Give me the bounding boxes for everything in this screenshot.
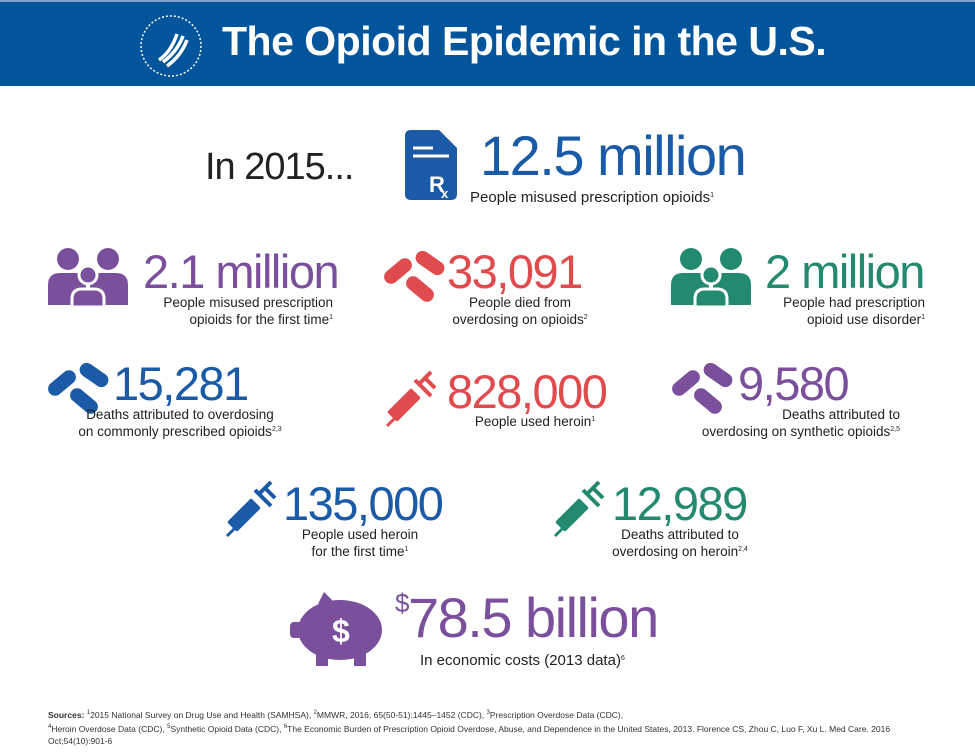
stat-label: Deaths attributed to overdosing on heroin… xyxy=(612,527,748,559)
stat-label: People died from overdosing on opioids2 xyxy=(452,295,588,327)
stat-value: 33,091 xyxy=(447,245,583,298)
header-banner: The Opioid Epidemic in the U.S. xyxy=(0,0,975,86)
stat-value: 9,580 xyxy=(738,357,850,410)
stat-label: People used heroin for the first time1 xyxy=(301,527,419,559)
stat-label: Deaths attributed to overdosing on common… xyxy=(78,407,282,439)
stat-value: 12,989 xyxy=(612,477,748,530)
intro-text: In 2015... xyxy=(205,146,354,188)
piggy-bank-icon: $ xyxy=(290,592,382,666)
stat-label: Deaths attributed to overdosing on synthe… xyxy=(701,407,900,439)
rx-document-icon: Rx xyxy=(405,130,457,200)
stat-value: 2 million xyxy=(765,245,925,298)
svg-text:$: $ xyxy=(332,613,350,649)
people-icon xyxy=(46,246,130,309)
stat-value: 15,281 xyxy=(113,357,249,410)
headline-label: People misused prescription opioids1 xyxy=(470,189,715,206)
syringe-icon xyxy=(385,370,437,428)
hhs-seal-logo xyxy=(140,15,202,77)
svg-text:R: R xyxy=(429,172,445,197)
headline-value: 12.5 million xyxy=(480,124,747,187)
stat-label: People used heroin1 xyxy=(474,414,596,429)
page-title: The Opioid Epidemic in the U.S. xyxy=(222,18,827,64)
stat-value: 135,000 xyxy=(283,477,444,530)
sources: Sources: 12015 National Survey on Drug U… xyxy=(48,709,891,746)
stat-label: People had prescription opioid use disord… xyxy=(783,295,925,327)
cost-label: In economic costs (2013 data)6 xyxy=(420,652,625,669)
cost-value: $78.5 billion xyxy=(395,586,659,649)
stat-label: People misused prescription opioids for t… xyxy=(163,295,333,327)
stat-value: 828,000 xyxy=(447,365,608,418)
svg-text:x: x xyxy=(441,186,449,200)
stat-value: 2.1 million xyxy=(143,245,340,298)
